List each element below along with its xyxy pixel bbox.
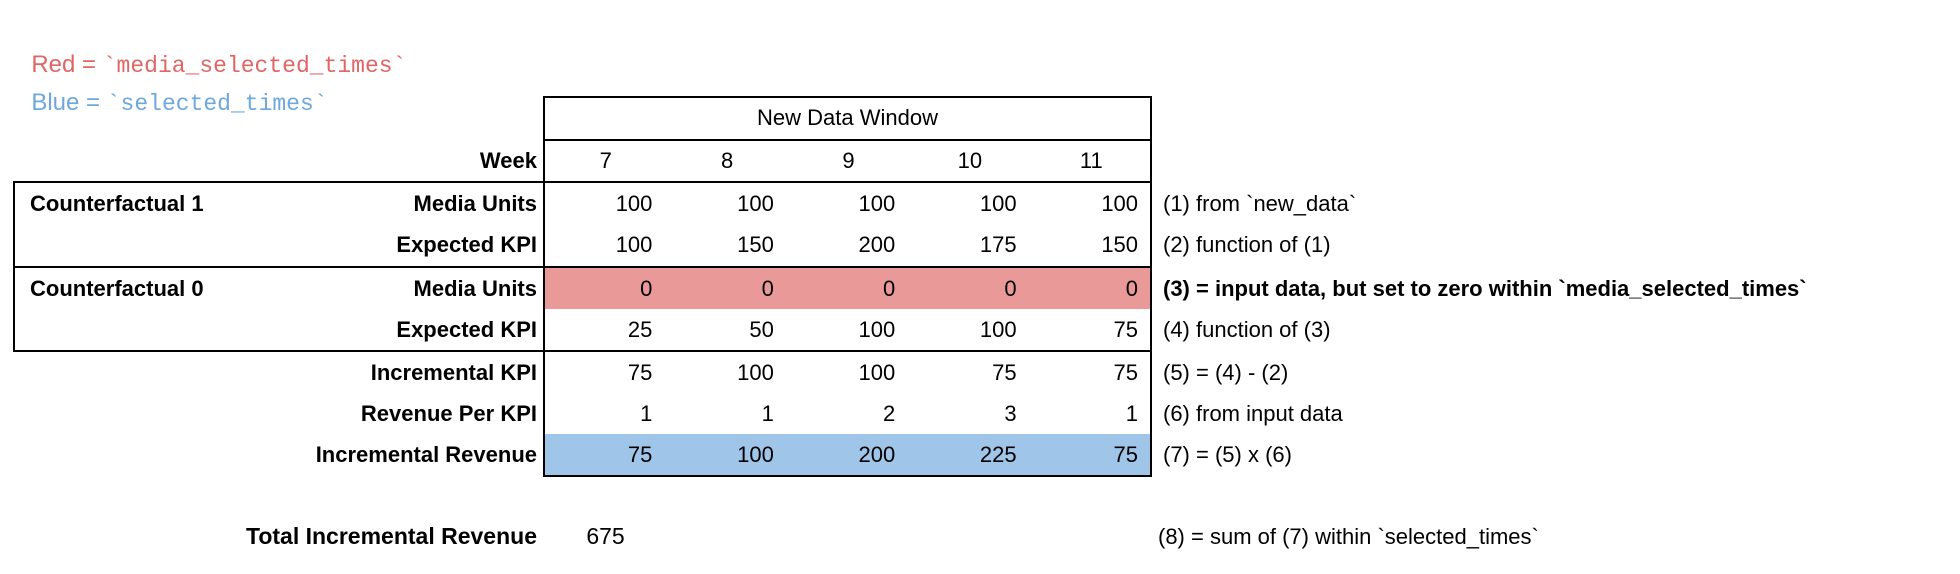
data-cell: 225	[979, 442, 1017, 467]
counterfactual-0-label: Counterfactual 0	[30, 276, 204, 301]
counterfactual-divider-border	[13, 266, 1152, 268]
data-cell: 150	[1101, 232, 1139, 257]
data-cell: 150	[737, 232, 774, 257]
row-label: Incremental KPI	[370, 360, 537, 385]
table-row-expected-kpi-cf0: Expected KPI 25 50 100 100 75 (4) functi…	[0, 309, 1960, 350]
data-cell: 3	[1004, 401, 1017, 426]
row-cells: 100 100 100 100 100	[545, 183, 1152, 224]
data-cell: 0	[1125, 276, 1139, 301]
legend-red-line: Red = `media_selected_times`	[18, 14, 406, 83]
data-cell: 100	[979, 191, 1017, 216]
legend-blue-equals: =	[79, 89, 107, 116]
table-top-border	[543, 96, 1152, 98]
data-cell: 2	[882, 401, 896, 426]
row-label: Incremental Revenue	[315, 442, 537, 467]
week-label: Week	[479, 148, 537, 173]
legend-red-code-snippet: `media_selected_times`	[102, 53, 407, 79]
data-cell: 100	[858, 360, 896, 385]
row-annotation: (3) = input data, but set to zero within…	[1163, 276, 1807, 301]
row-label: Expected KPI	[396, 232, 537, 257]
data-cell: 75	[627, 360, 653, 385]
header-bottom-border	[543, 139, 1152, 141]
row-label: Revenue Per KPI	[360, 401, 537, 426]
total-annotation: (8) = sum of (7) within `selected_times`	[1158, 524, 1539, 549]
week-cells: 7 8 9 10 11	[545, 140, 1152, 181]
table-row-media-units-cf1: Media Units 100 100 100 100 100 (1) from…	[0, 183, 1960, 224]
row-annotation: (2) function of (1)	[1163, 232, 1331, 257]
row-annotation: (5) = (4) - (2)	[1163, 360, 1289, 385]
table-row-incremental-revenue: Incremental Revenue 75 100 200 225 75 (7…	[0, 434, 1960, 475]
row-cells: 75 100 200 225 75	[545, 434, 1152, 475]
data-cell: 50	[749, 317, 774, 342]
data-cell: 1	[1125, 401, 1139, 426]
legend-red-equals: =	[75, 51, 103, 78]
data-cell: 25	[627, 317, 653, 342]
row-label: Media Units	[413, 191, 537, 216]
counterfactual0-bottom-border	[13, 350, 1152, 352]
row-cells: 1 1 2 3 1	[545, 393, 1152, 434]
red-highlight-band	[545, 268, 1150, 309]
data-cell: 1	[640, 401, 653, 426]
row-annotation: (6) from input data	[1163, 401, 1343, 426]
table-row-media-units-cf0: Media Units 0 0 0 0 0 (3) = input data, …	[0, 268, 1960, 309]
total-label: Total Incremental Revenue	[246, 523, 537, 549]
table-left-border	[543, 96, 545, 477]
row-label: Expected KPI	[396, 317, 537, 342]
data-cell: 75	[627, 442, 653, 467]
week-bottom-border	[13, 181, 1152, 183]
row-cells: 75 100 100 75 75	[545, 352, 1152, 393]
data-cell: 0	[761, 276, 774, 301]
row-cells: 0 0 0 0 0	[545, 268, 1152, 309]
table-bottom-border	[543, 475, 1152, 477]
data-cell: 75	[1113, 442, 1139, 467]
data-cell: 100	[979, 317, 1017, 342]
data-cell: 75	[1113, 317, 1139, 342]
new-data-window-header: New Data Window	[757, 105, 938, 130]
table-row-revenue-per-kpi: Revenue Per KPI 1 1 2 3 1 (6) from input…	[0, 393, 1960, 434]
data-cell: 100	[615, 191, 653, 216]
legend-blue-color-word: Blue	[31, 89, 80, 116]
data-cell: 75	[992, 360, 1017, 385]
total-value-cell: 675	[545, 516, 1152, 557]
table-row-incremental-kpi: Incremental KPI 75 100 100 75 75 (5) = (…	[0, 352, 1960, 393]
table-row-expected-kpi-cf1: Expected KPI 100 150 200 175 150 (2) fun…	[0, 224, 1960, 265]
row-cells: 100 150 200 175 150	[545, 224, 1152, 265]
total-value: 675	[586, 523, 625, 549]
data-cell: 0	[1004, 276, 1017, 301]
data-cell: 100	[1101, 191, 1139, 216]
week-cell: 8	[720, 148, 734, 173]
data-cell: 100	[737, 360, 774, 385]
data-cell: 0	[640, 276, 653, 301]
week-cell: 11	[1079, 148, 1103, 173]
week-cell: 9	[842, 148, 855, 173]
data-cell: 75	[1113, 360, 1139, 385]
data-cell: 100	[737, 191, 774, 216]
data-cell: 200	[858, 442, 896, 467]
legend-blue-code-snippet: `selected_times`	[106, 91, 328, 117]
legend-red-color-word: Red	[31, 51, 76, 78]
counterfactual-1-label: Counterfactual 1	[30, 191, 204, 216]
row-annotation: (1) from `new_data`	[1163, 191, 1357, 216]
row-cells: 25 50 100 100 75	[545, 309, 1152, 350]
legend-blue-line: Blue = `selected_times`	[18, 52, 328, 121]
row-annotation: (4) function of (3)	[1163, 317, 1331, 342]
group-box-left-border	[13, 181, 15, 352]
data-cell: 175	[979, 232, 1017, 257]
row-annotation: (7) = (5) x (6)	[1163, 442, 1292, 467]
data-cell: 100	[615, 232, 653, 257]
data-cell: 100	[858, 191, 896, 216]
week-row: Week 7 8 9 10 11	[0, 140, 1960, 181]
data-cell: 0	[882, 276, 896, 301]
blue-highlight-band	[545, 434, 1150, 475]
data-cell: 1	[761, 401, 774, 426]
data-cell: 100	[858, 317, 896, 342]
week-cell: 10	[957, 148, 983, 173]
data-cell: 200	[858, 232, 896, 257]
week-cell: 7	[599, 148, 612, 173]
table-right-border	[1150, 96, 1152, 477]
row-label: Media Units	[413, 276, 537, 301]
data-cell: 100	[737, 442, 774, 467]
total-row: Total Incremental Revenue 675 (8) = sum …	[0, 516, 1960, 557]
